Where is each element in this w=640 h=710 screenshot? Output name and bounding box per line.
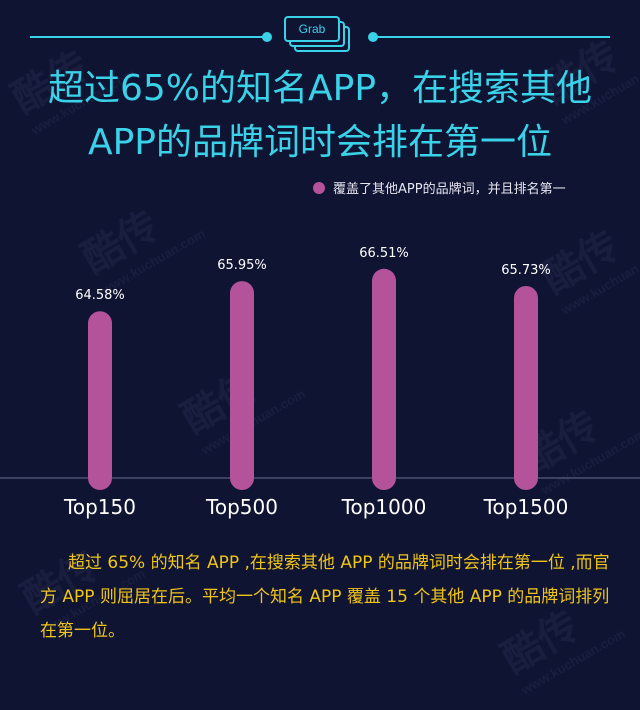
header-divider-left	[30, 36, 268, 38]
logo-card-front: Grab	[284, 16, 340, 42]
bar-chart: 64.58% Top150 65.95% Top500 66.51% Top1000 65.…	[0, 246, 640, 519]
header-dot-left	[262, 32, 272, 42]
data-label-top1000: 66.51%	[359, 246, 409, 261]
bar-top1500	[514, 285, 538, 490]
logo-text: Grab	[298, 22, 326, 36]
bar-top1000	[372, 268, 396, 490]
data-label-top500: 65.95%	[217, 258, 267, 273]
grab-logo: Grab	[282, 14, 358, 54]
legend-label: 覆盖了其他APP的品牌词，并且排名第一	[333, 182, 566, 197]
bar-top150	[88, 311, 112, 490]
bar-top500	[230, 281, 254, 490]
x-tick-label-top500: Top500	[205, 495, 278, 519]
page-title-line2: APP的品牌词时会排在第一位	[87, 122, 553, 163]
x-tick-label-top1500: Top1500	[483, 495, 569, 519]
header-dot-right	[368, 32, 378, 42]
x-tick-label-top150: Top150	[63, 495, 136, 519]
page-title-line1: 超过65%的知名APP，在搜索其他	[47, 68, 593, 109]
description-text: 超过 65% 的知名 APP ,在搜索其他 APP 的品牌词时会排在第一位 ,而…	[40, 553, 610, 641]
header-divider-right	[372, 36, 610, 38]
legend-swatch	[313, 181, 325, 194]
data-label-top150: 64.58%	[75, 288, 125, 303]
chart-legend: 覆盖了其他APP的品牌词，并且排名第一	[313, 178, 566, 197]
x-tick-label-top1000: Top1000	[341, 495, 427, 519]
data-label-top1500: 65.73%	[501, 263, 551, 278]
